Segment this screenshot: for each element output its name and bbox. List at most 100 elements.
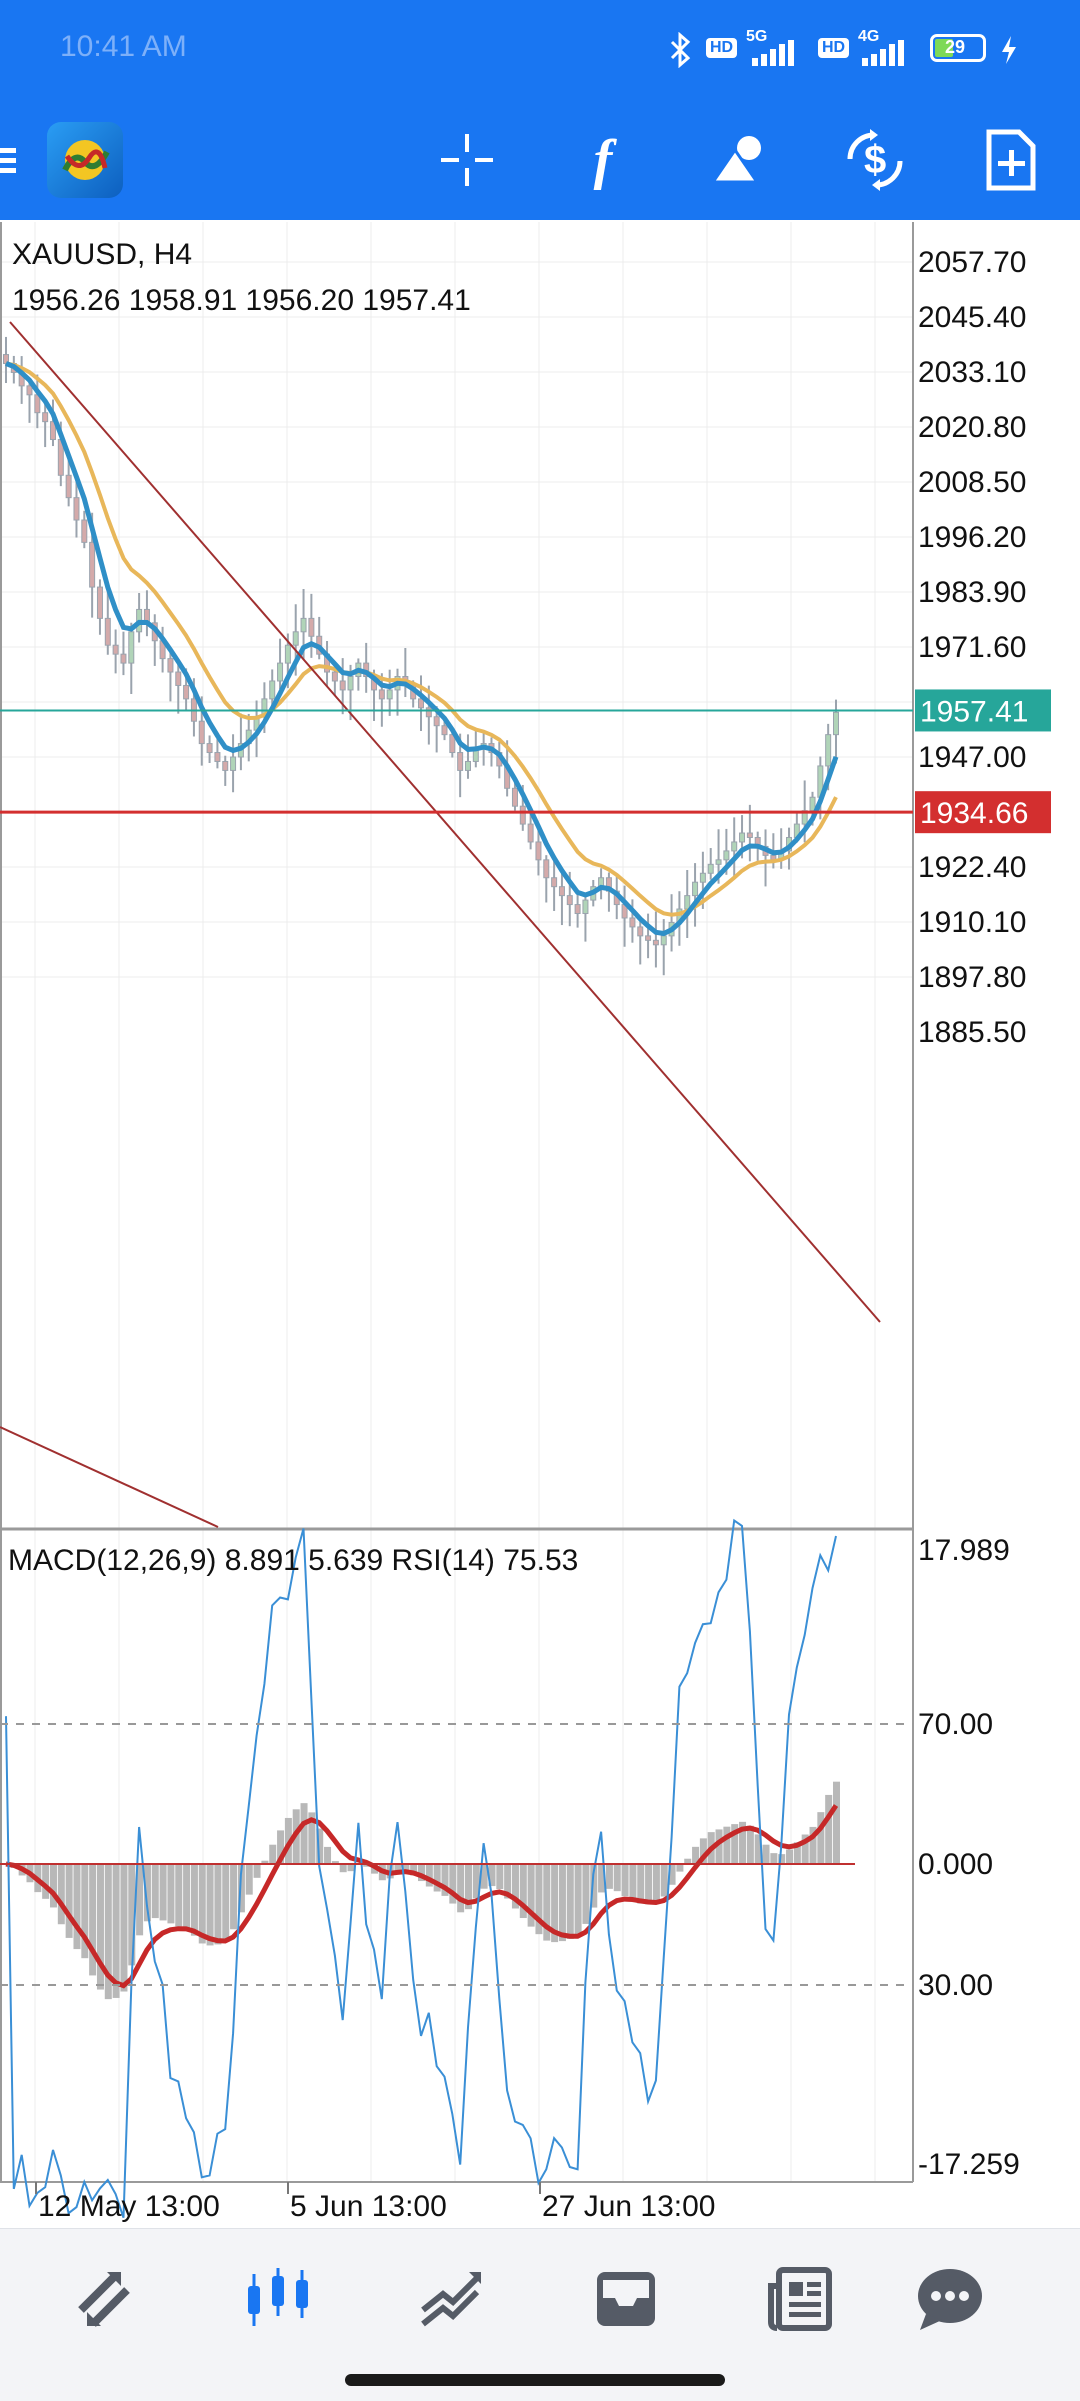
candle <box>35 375 40 429</box>
price-tick-label: 2020.80 <box>918 411 1026 444</box>
macd-bar <box>73 1864 80 1949</box>
top-toolbar: f $ <box>0 100 1080 220</box>
candle <box>238 713 243 770</box>
macd-bar <box>653 1864 660 1904</box>
nav-chat-icon <box>912 2264 988 2334</box>
macd-bar <box>183 1864 190 1929</box>
indicator-tick-label: -17.259 <box>918 2148 1020 2181</box>
price-tick-label: 1971.60 <box>918 631 1026 664</box>
chart-canvas[interactable]: XAUUSD, H4 1956.26 1958.91 1956.20 1957.… <box>0 222 1080 2222</box>
candle <box>97 579 102 634</box>
candle <box>231 734 236 792</box>
time-tick-label: 12 May 13:00 <box>38 2190 220 2222</box>
macd-bar <box>606 1864 613 1889</box>
macd-bar <box>254 1864 261 1878</box>
nav-trade[interactable] <box>392 2249 512 2349</box>
status-time: 10:41 AM <box>60 30 187 64</box>
crosshair-icon <box>437 130 497 190</box>
price-tick-label: 1947.00 <box>918 741 1026 774</box>
app-logo-button[interactable] <box>30 100 140 220</box>
price-tick-label: 2008.50 <box>918 466 1026 499</box>
nav-news[interactable] <box>740 2249 860 2349</box>
candle <box>763 829 768 886</box>
macd-bar <box>301 1803 308 1864</box>
level-price-tag: 1934.66 <box>915 791 1051 833</box>
nav-chart-icon <box>238 2264 318 2334</box>
hd-badge-2: HD <box>818 38 849 58</box>
indicator-tick-label: 0.000 <box>918 1848 993 1881</box>
candle <box>559 873 564 925</box>
candle <box>309 594 314 658</box>
macd-bar <box>770 1853 777 1864</box>
macd-bar <box>817 1812 824 1864</box>
price-tick-label: 1996.20 <box>918 521 1026 554</box>
macd-bar <box>661 1864 668 1897</box>
price-tick-label: 1910.10 <box>918 906 1026 939</box>
macd-bar <box>222 1864 229 1942</box>
nav-chat[interactable] <box>890 2249 1010 2349</box>
candle <box>599 868 604 899</box>
svg-text:$: $ <box>864 138 886 182</box>
macd-bar <box>457 1864 464 1912</box>
signal-icon-1 <box>752 40 802 66</box>
crosshair-button[interactable] <box>412 100 522 220</box>
macd-bar <box>622 1864 629 1896</box>
status-bar: 10:41 AM HD 5G HD 4G 29 <box>0 0 1080 100</box>
candle <box>544 855 549 902</box>
macd-bar <box>676 1864 683 1872</box>
indicators-icon: f <box>594 128 613 192</box>
candle <box>653 912 658 968</box>
macd-bar <box>496 1864 503 1889</box>
menu-icon <box>0 140 20 180</box>
chart-area[interactable]: XAUUSD, H4 1956.26 1958.91 1956.20 1957.… <box>0 222 1080 2222</box>
macd-bar <box>340 1864 347 1872</box>
macd-bar <box>629 1864 636 1900</box>
candle <box>168 652 173 701</box>
candle <box>669 894 674 951</box>
candle <box>223 756 228 786</box>
macd-bar <box>637 1864 644 1904</box>
nav-chart[interactable] <box>218 2249 338 2349</box>
indicators-button[interactable]: f <box>548 100 658 220</box>
candle <box>4 337 9 383</box>
macd-bar <box>582 1864 589 1924</box>
candle <box>395 669 400 716</box>
time-tick-label: 5 Jun 13:00 <box>290 2190 447 2222</box>
candle <box>364 643 369 693</box>
macd-bar <box>175 1864 182 1926</box>
indicator-tick-label: 30.00 <box>918 1969 993 2002</box>
macd-bar <box>191 1864 198 1936</box>
candle <box>152 614 157 666</box>
candle <box>317 617 322 659</box>
signal-icon-2 <box>862 40 912 66</box>
macd-bar <box>324 1847 331 1864</box>
candle <box>278 639 283 689</box>
trendline-lower[interactable] <box>0 1427 218 1527</box>
indicator-tick-label: 17.989 <box>918 1534 1010 1567</box>
home-indicator[interactable] <box>345 2374 725 2386</box>
macd-bar <box>230 1864 237 1929</box>
bid-price-value: 1957.41 <box>920 695 1028 728</box>
nav-history[interactable] <box>566 2249 686 2349</box>
candle <box>732 817 737 876</box>
app-logo-icon <box>47 122 123 198</box>
nav-quotes[interactable] <box>44 2249 164 2349</box>
objects-button[interactable] <box>684 100 794 220</box>
new-order-button[interactable] <box>956 100 1066 220</box>
candle <box>646 914 651 959</box>
macd-bar <box>214 1864 221 1944</box>
macd-bar <box>152 1864 159 1918</box>
price-tick-label: 1885.50 <box>918 1016 1026 1049</box>
candle <box>19 356 24 404</box>
macd-bar <box>207 1864 214 1945</box>
macd-bar <box>269 1845 276 1864</box>
candle <box>638 919 643 964</box>
price-tick-label: 1983.90 <box>918 576 1026 609</box>
nav-trade-icon <box>417 2264 487 2334</box>
candle <box>137 593 142 642</box>
macd-bar <box>66 1864 73 1938</box>
trade-button[interactable]: $ <box>820 100 930 220</box>
battery-level: 29 <box>945 37 965 58</box>
candle <box>113 629 118 673</box>
macd-bar <box>763 1845 770 1864</box>
